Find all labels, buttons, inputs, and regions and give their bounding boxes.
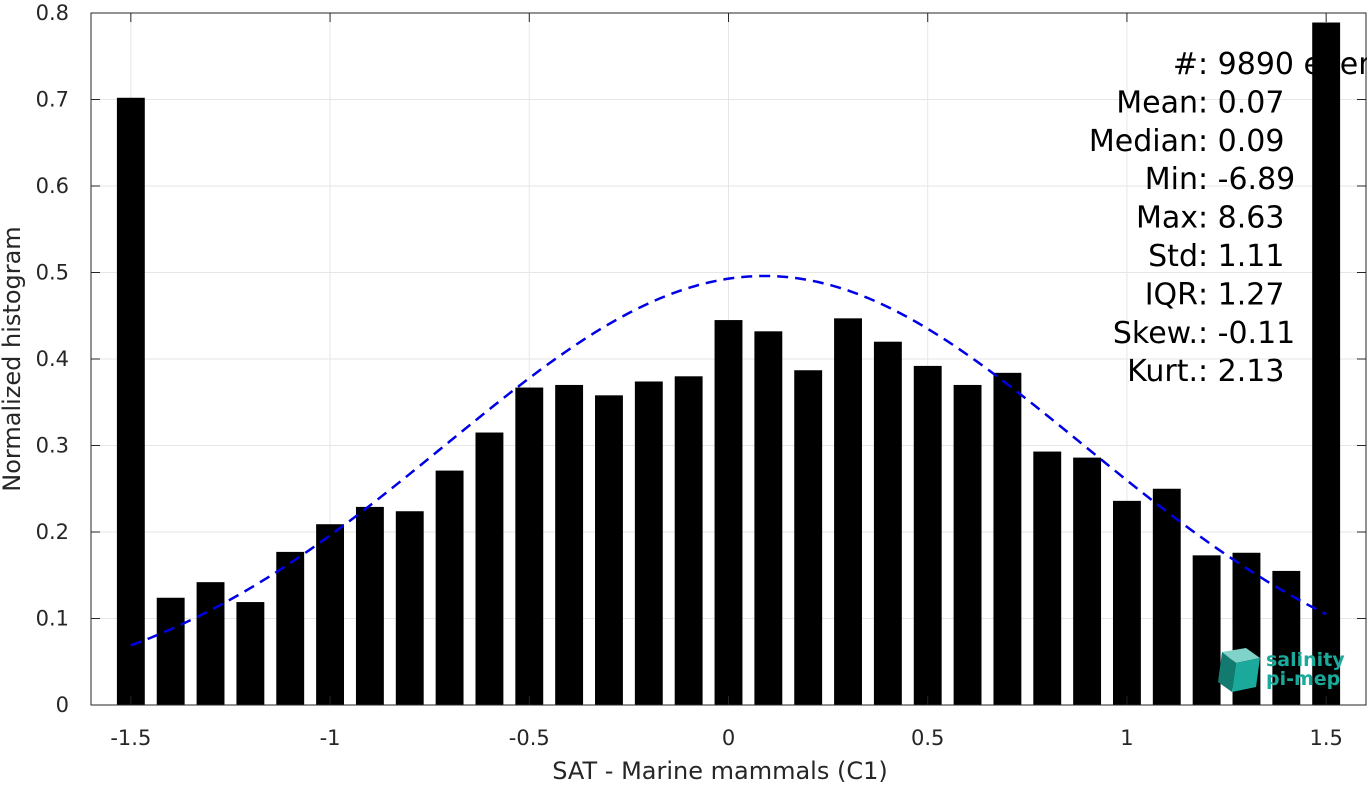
histogram-bar	[1112, 500, 1141, 705]
histogram-bar	[953, 384, 982, 705]
stat-value: : -6.89	[1198, 162, 1295, 197]
x-tick-label: -1	[320, 726, 341, 750]
stat-value: : 0.07	[1198, 85, 1284, 120]
histogram-bar	[1272, 570, 1301, 705]
y-tick-label: 0.1	[36, 607, 69, 631]
stat-label: IQR	[1145, 277, 1198, 312]
histogram-bar	[475, 432, 504, 705]
y-tick-label: 0.3	[36, 434, 69, 458]
histogram-bar	[1192, 555, 1221, 705]
stat-value: : 8.63	[1198, 201, 1284, 236]
y-tick-label: 0.4	[36, 347, 69, 371]
y-axis-ticks: 0 0.1 0.2 0.3 0.4 0.5 0.6 0.7 0.8	[36, 1, 1366, 717]
histogram-bar	[993, 372, 1022, 705]
stat-label: Min	[1145, 162, 1198, 197]
x-tick-label: -0.5	[509, 726, 550, 750]
stat-label: Skew.	[1113, 316, 1198, 351]
logo-cube-icon	[1218, 648, 1260, 692]
normal-fit-curve	[130, 274, 1327, 647]
logo-text-pimep: pi-mep	[1266, 668, 1340, 690]
histogram-bar	[196, 582, 225, 705]
y-tick-label: 0.2	[36, 520, 69, 544]
histogram-bar	[794, 370, 823, 705]
histogram-bar	[1152, 488, 1181, 705]
stat-label: Kurt.	[1127, 354, 1198, 389]
stat-value: : 1.11	[1198, 239, 1284, 274]
histogram-bars	[116, 22, 1341, 705]
histogram-bar	[116, 97, 145, 705]
x-tick-label: 1	[1120, 726, 1133, 750]
y-tick-label: 0.8	[36, 1, 69, 25]
y-tick-label: 0.6	[36, 174, 69, 198]
histogram-bar	[714, 320, 743, 705]
histogram-bar	[316, 524, 345, 705]
x-tick-label: -1.5	[110, 726, 151, 750]
stat-label: Mean	[1116, 85, 1198, 120]
stat-value: : 2.13	[1198, 354, 1284, 389]
logo-text-salinity: salinity	[1266, 649, 1345, 671]
histogram-bar	[873, 341, 902, 705]
histogram-bar	[236, 602, 265, 705]
x-tick-label: 1.5	[1309, 726, 1342, 750]
histogram-bar	[435, 470, 464, 705]
histogram-bar	[634, 381, 663, 705]
stat-label: Median	[1089, 124, 1198, 159]
y-tick-label: 0	[56, 693, 69, 717]
histogram-bar	[515, 387, 544, 705]
histogram-bar	[913, 365, 942, 705]
stat-value: : -0.11	[1198, 316, 1295, 351]
stat-value: : 9890 events	[1198, 47, 1367, 82]
stat-label: Std	[1148, 239, 1198, 274]
y-tick-label: 0.7	[36, 88, 69, 112]
y-tick-label: 0.5	[36, 261, 69, 285]
stat-label: #	[1173, 47, 1198, 82]
histogram-bar	[355, 506, 384, 705]
histogram-bar	[555, 384, 584, 705]
stat-label: Max	[1136, 201, 1198, 236]
histogram-bar	[595, 395, 623, 705]
stat-value: : 1.27	[1198, 277, 1284, 312]
stat-value: : 0.09	[1198, 124, 1284, 159]
histogram-bar	[395, 511, 424, 705]
x-tick-label: 0.5	[911, 726, 944, 750]
histogram-bar	[1033, 451, 1062, 705]
histogram-bar	[156, 597, 185, 705]
x-axis-ticks: -1.5 -1 -0.5 0 0.5 1 1.5	[110, 13, 1343, 750]
x-axis-label: SAT - Marine mammals (C1)	[552, 757, 887, 785]
histogram-bar	[1312, 22, 1341, 705]
salinity-pimep-logo: salinity pi-mep	[1218, 648, 1345, 692]
histogram-bar	[754, 331, 783, 705]
histogram-bar	[674, 376, 703, 705]
x-tick-label: 0	[722, 726, 735, 750]
histogram-bar	[1073, 457, 1102, 705]
y-axis-label: Normalized histogram	[0, 226, 26, 491]
histogram-bar	[276, 551, 305, 705]
histogram-bar	[834, 318, 862, 705]
